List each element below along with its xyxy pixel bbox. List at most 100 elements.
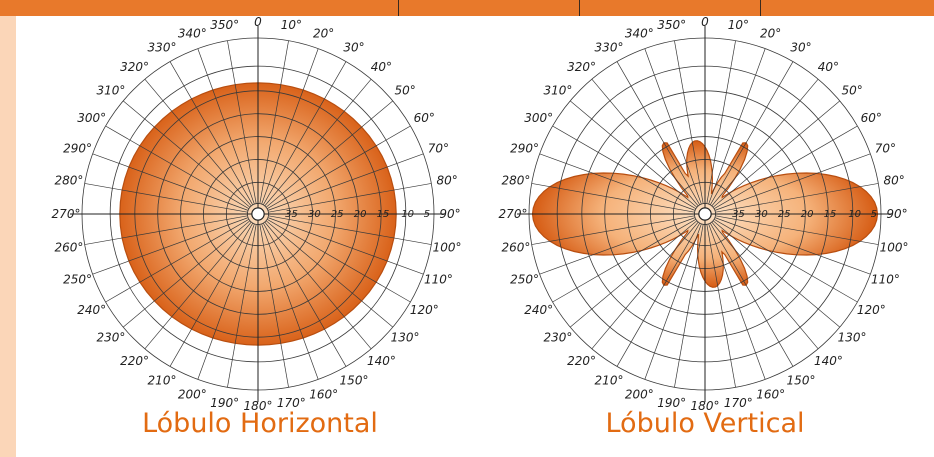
angle-label: 210° bbox=[595, 373, 624, 387]
db-label: -20 bbox=[797, 209, 813, 220]
grid-spoke bbox=[616, 61, 701, 206]
bar-separator bbox=[579, 0, 580, 16]
horizontal-lobe-diagram: 0 10° 20° 30° 40° 50° 60° 70° 80° 90° 100° 110° 120°… bbox=[40, 12, 480, 412]
angle-label: 110° bbox=[871, 273, 900, 287]
angle-label: 350° bbox=[657, 18, 686, 32]
vertical-lobe-diagram: 0 10° 20° 30° 40° 50° 60° 70° 80° 90° 100° 110° 120°… bbox=[487, 12, 927, 412]
angle-label: 280° bbox=[501, 174, 530, 188]
angle-label: 100° bbox=[433, 240, 462, 254]
db-label: -35 bbox=[729, 209, 745, 220]
grid-spoke bbox=[706, 40, 736, 204]
angle-label: 70° bbox=[428, 141, 449, 155]
db-label: -30 bbox=[751, 209, 767, 220]
grid-spoke bbox=[144, 78, 252, 207]
horizontal-polar-chart: 0 10° 20° 30° 40°50° 60° 70° 80° 90° 100° 110° 120°… bbox=[52, 15, 462, 412]
angle-label: 90° bbox=[439, 207, 460, 221]
angle-label: 310° bbox=[543, 84, 572, 98]
angle-label: 170° bbox=[724, 396, 753, 410]
angle-label: 330° bbox=[148, 41, 177, 55]
grid-spoke bbox=[261, 223, 319, 380]
angle-label: 260° bbox=[501, 240, 530, 254]
grid-spoke bbox=[92, 153, 249, 211]
db-label: -25 bbox=[327, 209, 343, 220]
db-label: -10 bbox=[845, 209, 861, 220]
grid-spoke bbox=[591, 78, 699, 207]
grid-spoke bbox=[268, 183, 432, 213]
grid-spoke bbox=[552, 125, 697, 210]
grid-spoke bbox=[708, 48, 766, 205]
angle-label: 60° bbox=[861, 111, 882, 125]
grid-spoke bbox=[264, 221, 372, 350]
grid-spoke bbox=[616, 222, 701, 367]
caption-horizontal: Lóbulo Horizontal bbox=[142, 408, 378, 439]
angle-label: 160° bbox=[756, 387, 785, 401]
angle-label: 320° bbox=[120, 60, 149, 74]
grid-spoke bbox=[709, 61, 794, 206]
angle-label: 210° bbox=[148, 373, 177, 387]
angle-label: 200° bbox=[625, 387, 654, 401]
angle-label: 300° bbox=[77, 111, 106, 125]
side-strip bbox=[0, 16, 16, 457]
angle-label: 230° bbox=[543, 330, 572, 344]
grid-spoke bbox=[715, 183, 879, 213]
angle-label: 160° bbox=[309, 387, 338, 401]
grid-spoke bbox=[259, 224, 289, 388]
angle-label: 220° bbox=[120, 354, 149, 368]
angle-label: 30° bbox=[790, 41, 811, 55]
angle-label: 20° bbox=[313, 27, 334, 41]
angle-label: 60° bbox=[414, 111, 435, 125]
grid-spoke bbox=[84, 183, 248, 213]
angle-label: 100° bbox=[880, 240, 909, 254]
db-label: -15 bbox=[373, 209, 389, 220]
bar-separator bbox=[398, 0, 399, 16]
angle-label: 260° bbox=[54, 240, 83, 254]
grid-spoke bbox=[262, 222, 347, 367]
caption-vertical: Lóbulo Vertical bbox=[605, 408, 805, 439]
angle-label: 240° bbox=[524, 303, 553, 317]
grid-spoke bbox=[262, 61, 347, 206]
angle-label: 90° bbox=[886, 207, 907, 221]
grid-spoke bbox=[711, 221, 819, 350]
angle-label: 30° bbox=[343, 41, 364, 55]
angle-label: 250° bbox=[510, 273, 539, 287]
angle-label: 280° bbox=[54, 174, 83, 188]
grid-spoke bbox=[712, 220, 841, 328]
grid-spoke bbox=[227, 40, 257, 204]
grid-spoke bbox=[552, 218, 697, 303]
grid-spoke bbox=[709, 222, 794, 367]
grid-spoke bbox=[266, 218, 411, 303]
vertical-polar-chart: 0 10° 20° 30° 40°50° 60° 70° 80° 90° 100° 110° 120°… bbox=[499, 15, 909, 412]
grid-spoke bbox=[706, 224, 736, 388]
angle-label: 20° bbox=[760, 27, 781, 41]
grid-spoke bbox=[267, 153, 424, 211]
db-label: -35 bbox=[282, 209, 298, 220]
angle-label: 180° bbox=[244, 399, 273, 412]
grid-spoke bbox=[674, 224, 704, 388]
grid-spoke bbox=[591, 221, 699, 350]
grid-spoke bbox=[169, 222, 254, 367]
grid-spoke bbox=[711, 78, 819, 207]
angle-label: 70° bbox=[875, 141, 896, 155]
db-label: -20 bbox=[350, 209, 366, 220]
grid-spoke bbox=[713, 218, 858, 303]
db-label: -25 bbox=[774, 209, 790, 220]
grid-spoke bbox=[122, 220, 251, 328]
angle-label: 130° bbox=[391, 330, 420, 344]
angle-label: 130° bbox=[838, 330, 867, 344]
top-accent-bar bbox=[0, 0, 934, 16]
grid-spoke bbox=[84, 215, 248, 245]
grid-spoke bbox=[713, 125, 858, 210]
angle-label: 270° bbox=[499, 207, 528, 221]
grid-spoke bbox=[265, 100, 394, 208]
angle-label: 80° bbox=[883, 174, 904, 188]
grid-spoke bbox=[539, 153, 696, 211]
angle-label: 340° bbox=[178, 27, 207, 41]
angle-label: 110° bbox=[424, 273, 453, 287]
angle-label: 200° bbox=[178, 387, 207, 401]
grid-spoke bbox=[266, 125, 411, 210]
angle-label: 170° bbox=[277, 396, 306, 410]
angle-label: 0 bbox=[701, 15, 709, 29]
grid-spoke bbox=[712, 100, 841, 208]
angle-label: 120° bbox=[857, 303, 886, 317]
db-label: -5 bbox=[420, 209, 430, 220]
